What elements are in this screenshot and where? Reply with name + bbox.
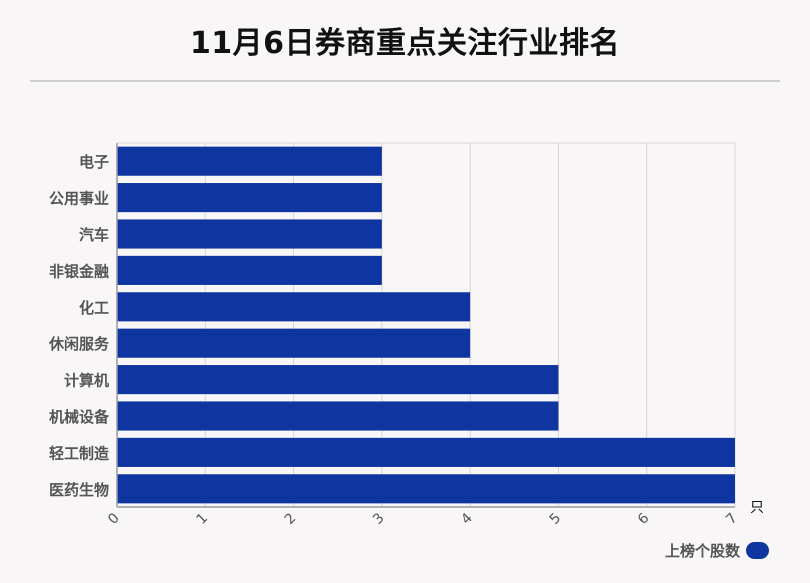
chart-title: 11月6日券商重点关注行业排名 [189,26,621,61]
x-tick-label: 7 [723,510,741,528]
bar[interactable] [117,328,471,358]
category-label: 汽车 [79,226,109,244]
category-label: 非银金融 [49,262,109,280]
category-label: 轻工制造 [49,444,109,462]
bar[interactable] [117,474,735,504]
x-tick-label: 6 [635,510,653,528]
category-label: 医药生物 [49,481,109,499]
category-label: 计算机 [64,372,109,390]
bar[interactable] [117,183,382,213]
x-tick-label: 5 [547,510,565,528]
legend-swatch [746,542,769,559]
x-tick-label: 2 [282,510,300,528]
category-label: 机械设备 [49,408,110,426]
bar[interactable] [117,292,471,322]
title-divider [30,80,780,82]
legend[interactable]: 上榜个股数 [665,540,769,561]
category-label: 化工 [79,299,109,317]
x-tick-label: 0 [105,510,123,528]
bar[interactable] [117,146,382,176]
category-label: 休闲服务 [48,335,110,353]
bar[interactable] [117,365,559,395]
bar[interactable] [117,437,735,467]
x-tick-label: 4 [458,510,476,528]
x-axis-unit: 只 [750,500,764,516]
bar[interactable] [117,255,382,285]
category-label: 电子 [79,153,109,171]
legend-label: 上榜个股数 [664,542,740,560]
bar[interactable] [117,219,382,249]
x-tick-label: 1 [193,510,211,528]
x-tick-label: 3 [370,510,388,528]
category-label: 公用事业 [49,190,109,208]
bar[interactable] [117,401,559,431]
